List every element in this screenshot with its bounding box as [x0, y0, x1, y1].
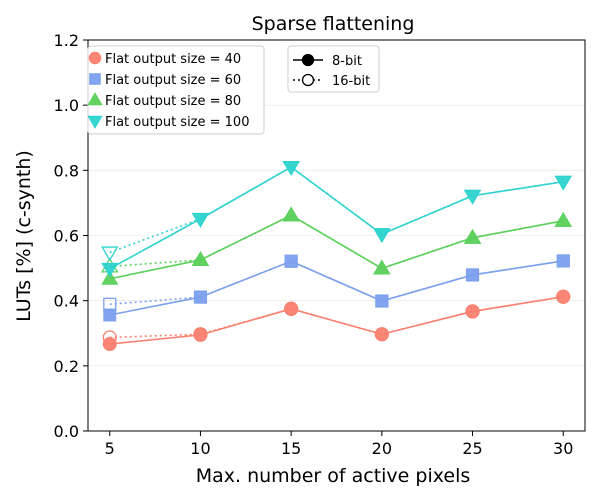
data-point-8bit: [554, 212, 572, 227]
data-point-8bit: [191, 251, 209, 266]
series-line-16bit: [109, 214, 564, 270]
series-group: [100, 206, 573, 285]
y-tick-label: 0.0: [54, 422, 79, 441]
legend-label: 16-bit: [332, 74, 370, 89]
y-tick-label: 0.2: [54, 357, 79, 376]
legend-marker: [88, 51, 102, 65]
data-point-16bit: [103, 297, 117, 311]
series-group: [100, 161, 573, 278]
series-line-16bit: [109, 295, 564, 339]
series-line-8bit: [109, 214, 564, 280]
series-line-8bit: [109, 295, 564, 345]
data-point-8bit: [464, 229, 482, 244]
x-tick-label: 15: [281, 439, 301, 458]
data-point-8bit: [554, 175, 572, 191]
data-point-8bit: [282, 161, 300, 176]
data-point-8bit: [373, 228, 391, 243]
data-point-8bit: [191, 212, 209, 228]
x-tick-label: 20: [372, 439, 392, 458]
legend-marker: [87, 115, 103, 129]
x-tick-label: 30: [553, 439, 573, 458]
data-point-8bit: [375, 294, 389, 308]
legend-label: Flat output size = 40: [105, 52, 241, 67]
series-layer: [100, 161, 573, 351]
legend-label: Flat output size = 80: [105, 94, 241, 109]
legend-marker: [89, 73, 101, 85]
legend-frame: [87, 45, 265, 135]
x-axis-label: Max. number of active pixels: [196, 465, 471, 487]
data-point-8bit: [465, 304, 480, 319]
legend-marker: [87, 92, 103, 106]
series-line-8bit: [109, 260, 564, 316]
y-axis-label: LUTs [%] (c-synth): [13, 150, 35, 322]
y-tick-label: 1.0: [54, 96, 79, 115]
legend-label: Flat output size = 60: [105, 73, 241, 88]
y-tick-label: 0.6: [54, 227, 79, 246]
data-point-8bit: [284, 301, 299, 316]
data-point-8bit: [194, 290, 207, 304]
data-point-8bit: [102, 337, 117, 351]
series-group: [103, 254, 570, 322]
data-point-8bit: [374, 327, 389, 342]
chart-title: Sparse flattening: [252, 13, 415, 35]
data-point-8bit: [101, 270, 119, 285]
data-point-8bit: [103, 308, 117, 322]
data-point-16bit: [100, 246, 119, 262]
legend-marker: [301, 53, 315, 67]
x-tick-label: 10: [190, 439, 210, 458]
y-tick-label: 0.4: [54, 292, 79, 311]
data-point-8bit: [282, 206, 300, 222]
data-point-8bit: [284, 254, 298, 268]
data-point-8bit: [556, 254, 570, 268]
legend-series: Flat output size = 40 Flat output size = …: [87, 45, 265, 135]
data-point-8bit: [373, 259, 391, 275]
data-point-8bit: [101, 262, 119, 278]
x-tick-label: 5: [105, 439, 115, 458]
data-point-8bit: [556, 289, 571, 304]
data-point-8bit: [193, 327, 208, 342]
x-tick-label: 25: [462, 439, 482, 458]
y-tick-label: 0.8: [54, 161, 79, 180]
legend-linestyle: 8-bit 16-bit: [287, 45, 380, 93]
legend-marker: [301, 73, 315, 87]
data-point-8bit: [466, 268, 479, 282]
data-point-8bit: [464, 189, 482, 205]
series-line-16bit: [109, 166, 564, 254]
series-group: [102, 289, 571, 351]
series-line-8bit: [109, 166, 564, 270]
series-line-16bit: [109, 260, 564, 306]
y-axis-ticks: 0.0 0.2 0.4 0.6 0.8 1.0 1.2: [54, 31, 88, 441]
legend-label: 8-bit: [332, 54, 362, 69]
legend-label: Flat output size = 100: [105, 115, 249, 130]
y-tick-label: 1.2: [54, 31, 79, 50]
x-axis-ticks: 5 10 15 20 25 30: [105, 431, 573, 458]
